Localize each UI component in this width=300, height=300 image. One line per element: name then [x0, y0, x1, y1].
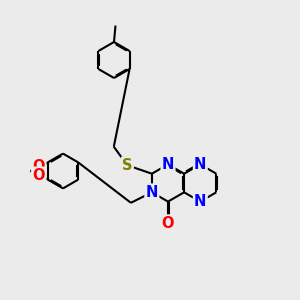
Text: N: N	[194, 194, 206, 209]
Text: N: N	[146, 185, 158, 200]
Text: N: N	[162, 157, 174, 172]
Text: O: O	[33, 168, 45, 183]
Text: O: O	[162, 216, 174, 231]
Text: O: O	[33, 159, 45, 174]
Text: N: N	[162, 157, 174, 172]
Text: N: N	[146, 185, 158, 200]
Text: S: S	[122, 158, 133, 173]
Text: O: O	[33, 159, 45, 174]
Text: N: N	[194, 157, 206, 172]
Text: N: N	[194, 157, 206, 172]
Text: O: O	[162, 216, 174, 231]
Text: O: O	[33, 168, 45, 183]
Text: N: N	[194, 194, 206, 209]
Text: S: S	[122, 158, 133, 173]
